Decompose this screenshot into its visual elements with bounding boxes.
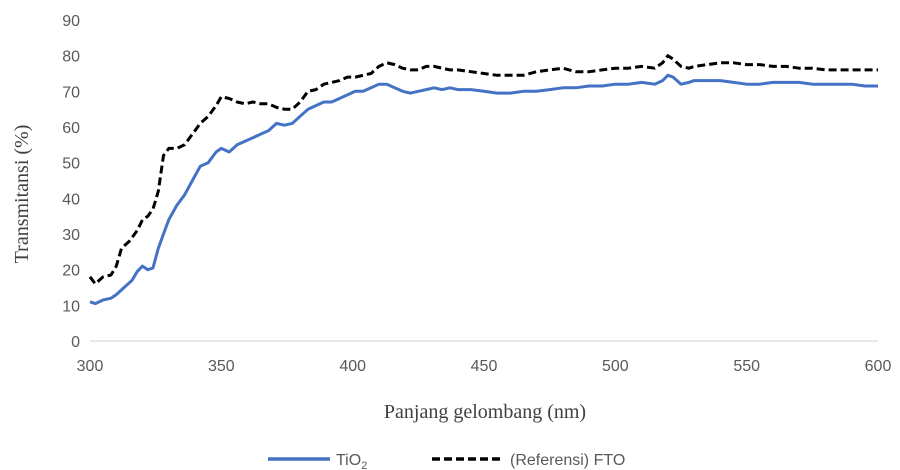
- x-tick-label: 500: [602, 358, 629, 375]
- x-tick-label: 350: [208, 358, 235, 375]
- legend-label-tio2: TiO2: [336, 452, 367, 470]
- x-tick-label: 550: [733, 358, 760, 375]
- legend-label-fto: (Referensi) FTO: [510, 452, 625, 469]
- y-axis-title: Transmitansi (%): [11, 125, 33, 264]
- y-tick-label: 50: [62, 156, 80, 173]
- x-axis-title: Panjang gelombang (nm): [384, 401, 586, 423]
- y-tick-label: 10: [62, 298, 80, 315]
- x-axis-ticks: 300 350 400 450 500 550 600: [77, 358, 892, 375]
- legend: TiO2 (Referensi) FTO: [268, 452, 625, 470]
- x-tick-label: 600: [865, 358, 892, 375]
- x-tick-label: 300: [77, 358, 104, 375]
- y-tick-label: 20: [62, 263, 80, 280]
- y-tick-label: 80: [62, 49, 80, 66]
- y-tick-label: 0: [71, 334, 80, 351]
- y-tick-label: 90: [62, 13, 80, 30]
- series-line-fto: [88, 54, 878, 286]
- x-tick-label: 400: [339, 358, 366, 375]
- plot-area: [88, 54, 878, 306]
- y-tick-label: 40: [62, 191, 80, 208]
- y-axis-ticks: 0 10 20 30 40 50 60 70 80 90: [62, 13, 80, 351]
- series-line-tio2: [89, 73, 878, 306]
- y-tick-label: 30: [62, 227, 80, 244]
- y-tick-label: 70: [62, 84, 80, 101]
- x-tick-label: 450: [471, 358, 498, 375]
- y-tick-label: 60: [62, 120, 80, 137]
